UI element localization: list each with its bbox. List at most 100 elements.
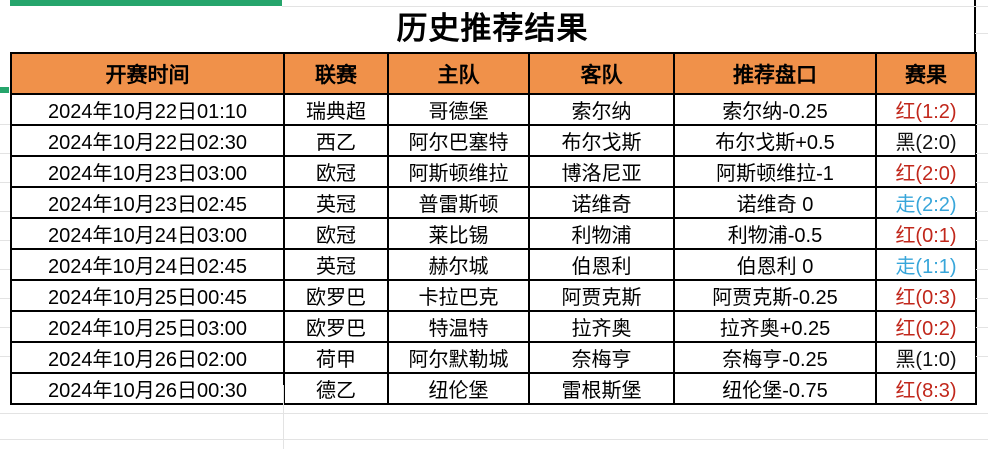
table-row: 2024年10月24日02:45 英冠 赫尔城 伯恩利 伯恩利 0 走(1:1) bbox=[10, 248, 977, 281]
cell-result[interactable]: 红(1:2) bbox=[875, 93, 977, 126]
gridline bbox=[976, 182, 988, 183]
table-row: 2024年10月26日02:00 荷甲 阿尔默勒城 奈梅亨 奈梅亨-0.25 黑… bbox=[10, 341, 977, 374]
table-row: 2024年10月22日02:30 西乙 阿尔巴塞特 布尔戈斯 布尔戈斯+0.5 … bbox=[10, 124, 977, 157]
table-right-border-extension bbox=[974, 0, 976, 54]
cell-time[interactable]: 2024年10月22日01:10 bbox=[10, 93, 285, 126]
cell-handicap[interactable]: 伯恩利 0 bbox=[673, 248, 877, 281]
cell-time[interactable]: 2024年10月24日03:00 bbox=[10, 217, 285, 250]
cell-home-team[interactable]: 莱比锡 bbox=[387, 217, 530, 250]
cell-time[interactable]: 2024年10月26日00:30 bbox=[10, 372, 285, 405]
cell-home-team[interactable]: 阿尔默勒城 bbox=[387, 341, 530, 374]
cell-league[interactable]: 英冠 bbox=[283, 186, 389, 219]
cell-home-team[interactable]: 卡拉巴克 bbox=[387, 279, 530, 312]
table-row: 2024年10月25日00:45 欧罗巴 卡拉巴克 阿贾克斯 阿贾克斯-0.25… bbox=[10, 279, 977, 312]
cell-handicap[interactable]: 布尔戈斯+0.5 bbox=[673, 124, 877, 157]
cell-time[interactable]: 2024年10月23日03:00 bbox=[10, 155, 285, 188]
gridline bbox=[0, 240, 10, 241]
cell-time[interactable]: 2024年10月24日02:45 bbox=[10, 248, 285, 281]
table-row: 2024年10月23日02:45 英冠 普雷斯顿 诺维奇 诺维奇 0 走(2:2… bbox=[10, 186, 977, 219]
cell-time[interactable]: 2024年10月22日02:30 bbox=[10, 124, 285, 157]
cell-result[interactable]: 红(8:3) bbox=[875, 372, 977, 405]
cell-league[interactable]: 欧罗巴 bbox=[283, 310, 389, 343]
cell-league[interactable]: 欧罗巴 bbox=[283, 279, 389, 312]
column-header-handicap[interactable]: 推荐盘口 bbox=[673, 52, 877, 95]
cell-home-team[interactable]: 特温特 bbox=[387, 310, 530, 343]
gridline bbox=[0, 356, 10, 357]
cell-away-team[interactable]: 阿贾克斯 bbox=[528, 279, 675, 312]
gridline bbox=[0, 211, 10, 212]
cell-result[interactable]: 走(2:2) bbox=[875, 186, 977, 219]
cell-home-team[interactable]: 阿斯顿维拉 bbox=[387, 155, 530, 188]
page-title[interactable]: 历史推荐结果 bbox=[396, 11, 589, 46]
cell-time[interactable]: 2024年10月23日02:45 bbox=[10, 186, 285, 219]
cell-home-team[interactable]: 阿尔巴塞特 bbox=[387, 124, 530, 157]
table-row: 2024年10月23日03:00 欧冠 阿斯顿维拉 博洛尼亚 阿斯顿维拉-1 红… bbox=[10, 155, 977, 188]
cell-time[interactable]: 2024年10月25日00:45 bbox=[10, 279, 285, 312]
gridline bbox=[976, 327, 988, 328]
cell-away-team[interactable]: 利物浦 bbox=[528, 217, 675, 250]
green-selection-sliver bbox=[0, 87, 9, 93]
cell-away-team[interactable]: 奈梅亨 bbox=[528, 341, 675, 374]
cell-result[interactable]: 红(2:0) bbox=[875, 155, 977, 188]
cell-handicap[interactable]: 阿贾克斯-0.25 bbox=[673, 279, 877, 312]
cell-league[interactable]: 西乙 bbox=[283, 124, 389, 157]
cell-handicap[interactable]: 奈梅亨-0.25 bbox=[673, 341, 877, 374]
cell-away-team[interactable]: 诺维奇 bbox=[528, 186, 675, 219]
cell-handicap[interactable]: 索尔纳-0.25 bbox=[673, 93, 877, 126]
table-row: 2024年10月22日01:10 瑞典超 哥德堡 索尔纳 索尔纳-0.25 红(… bbox=[10, 93, 977, 126]
cell-result[interactable]: 走(1:1) bbox=[875, 248, 977, 281]
cell-time[interactable]: 2024年10月25日03:00 bbox=[10, 310, 285, 343]
cell-time[interactable]: 2024年10月26日02:00 bbox=[10, 341, 285, 374]
cell-league[interactable]: 英冠 bbox=[283, 248, 389, 281]
cell-league[interactable]: 欧冠 bbox=[283, 155, 389, 188]
column-header-home-team[interactable]: 主队 bbox=[387, 52, 530, 95]
green-accent-bar bbox=[10, 0, 282, 6]
cell-handicap[interactable]: 拉齐奥+0.25 bbox=[673, 310, 877, 343]
cell-result[interactable]: 红(0:1) bbox=[875, 217, 977, 250]
cell-home-team[interactable]: 哥德堡 bbox=[387, 93, 530, 126]
cell-away-team[interactable]: 雷根斯堡 bbox=[528, 372, 675, 405]
cell-result[interactable]: 红(0:3) bbox=[875, 279, 977, 312]
header-row: 开赛时间 联赛 主队 客队 推荐盘口 赛果 bbox=[10, 52, 977, 95]
cell-home-team[interactable]: 普雷斯顿 bbox=[387, 186, 530, 219]
cell-league[interactable]: 欧冠 bbox=[283, 217, 389, 250]
cell-away-team[interactable]: 伯恩利 bbox=[528, 248, 675, 281]
gridline bbox=[0, 182, 10, 183]
cell-handicap[interactable]: 诺维奇 0 bbox=[673, 186, 877, 219]
cell-result[interactable]: 黑(1:0) bbox=[875, 341, 977, 374]
cell-home-team[interactable]: 纽伦堡 bbox=[387, 372, 530, 405]
table-row: 2024年10月24日03:00 欧冠 莱比锡 利物浦 利物浦-0.5 红(0:… bbox=[10, 217, 977, 250]
cell-handicap[interactable]: 利物浦-0.5 bbox=[673, 217, 877, 250]
cell-result[interactable]: 黑(2:0) bbox=[875, 124, 977, 157]
column-header-time[interactable]: 开赛时间 bbox=[10, 52, 285, 95]
cell-result[interactable]: 红(0:2) bbox=[875, 310, 977, 343]
gridline bbox=[283, 385, 284, 449]
gridline bbox=[0, 413, 988, 414]
results-table: 开赛时间 联赛 主队 客队 推荐盘口 赛果 2024年10月22日01:10 瑞… bbox=[10, 52, 977, 405]
cell-home-team[interactable]: 赫尔城 bbox=[387, 248, 530, 281]
table-row: 2024年10月25日03:00 欧罗巴 特温特 拉齐奥 拉齐奥+0.25 红(… bbox=[10, 310, 977, 343]
column-header-league[interactable]: 联赛 bbox=[283, 52, 389, 95]
cell-away-team[interactable]: 拉齐奥 bbox=[528, 310, 675, 343]
cell-away-team[interactable]: 布尔戈斯 bbox=[528, 124, 675, 157]
gridline bbox=[976, 124, 988, 125]
gridline bbox=[0, 439, 988, 440]
cell-handicap[interactable]: 阿斯顿维拉-1 bbox=[673, 155, 877, 188]
gridline bbox=[976, 269, 988, 270]
cell-away-team[interactable]: 索尔纳 bbox=[528, 93, 675, 126]
column-header-away-team[interactable]: 客队 bbox=[528, 52, 675, 95]
cell-league[interactable]: 荷甲 bbox=[283, 341, 389, 374]
cell-handicap[interactable]: 纽伦堡-0.75 bbox=[673, 372, 877, 405]
cell-league[interactable]: 瑞典超 bbox=[283, 93, 389, 126]
gridline bbox=[0, 153, 10, 154]
cell-away-team[interactable]: 博洛尼亚 bbox=[528, 155, 675, 188]
cell-league[interactable]: 德乙 bbox=[283, 372, 389, 405]
gridline bbox=[975, 33, 988, 34]
gridline bbox=[976, 298, 988, 299]
gridline bbox=[282, 6, 988, 7]
gridline bbox=[0, 124, 10, 125]
column-header-result[interactable]: 赛果 bbox=[875, 52, 977, 95]
gridline bbox=[976, 240, 988, 241]
gridline bbox=[0, 327, 10, 328]
